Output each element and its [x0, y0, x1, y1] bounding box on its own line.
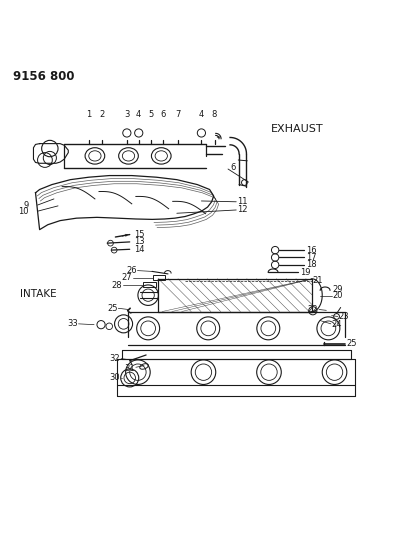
- Text: 13: 13: [134, 237, 144, 246]
- Text: 15: 15: [134, 230, 144, 239]
- Text: 30: 30: [110, 374, 120, 382]
- Text: 7: 7: [175, 110, 180, 119]
- Text: EXHAUST: EXHAUST: [271, 124, 324, 134]
- Text: 33: 33: [67, 319, 78, 328]
- Text: 32: 32: [110, 354, 120, 363]
- Text: 9: 9: [23, 200, 28, 209]
- Text: 5: 5: [148, 110, 153, 119]
- Text: 22: 22: [308, 305, 318, 314]
- Text: 20: 20: [332, 292, 343, 301]
- Text: 14: 14: [134, 245, 144, 254]
- Text: 12: 12: [238, 206, 248, 214]
- Text: 25: 25: [107, 304, 118, 313]
- Text: 4: 4: [136, 110, 141, 119]
- Text: 9156 800: 9156 800: [13, 69, 74, 83]
- Text: 29: 29: [332, 285, 343, 294]
- Text: INTAKE: INTAKE: [21, 289, 57, 300]
- Text: 27: 27: [121, 273, 132, 282]
- Text: 6: 6: [160, 110, 166, 119]
- Text: 1: 1: [86, 110, 91, 119]
- Text: 31: 31: [125, 364, 135, 373]
- Text: 21: 21: [313, 276, 323, 285]
- Text: 26: 26: [126, 266, 137, 275]
- Text: 11: 11: [238, 197, 248, 206]
- Text: 2: 2: [99, 110, 105, 119]
- Text: 6: 6: [230, 163, 236, 172]
- Text: 3: 3: [124, 110, 129, 119]
- Text: 18: 18: [306, 260, 316, 269]
- Text: 19: 19: [300, 268, 310, 277]
- Text: 8: 8: [212, 110, 217, 119]
- Text: 28: 28: [111, 281, 122, 290]
- Text: 25: 25: [347, 339, 357, 348]
- Text: 24: 24: [332, 320, 342, 329]
- Text: 4: 4: [199, 110, 204, 119]
- Text: 17: 17: [306, 253, 316, 262]
- Text: 23: 23: [339, 312, 349, 321]
- Text: 16: 16: [306, 246, 316, 255]
- Text: 10: 10: [18, 207, 28, 216]
